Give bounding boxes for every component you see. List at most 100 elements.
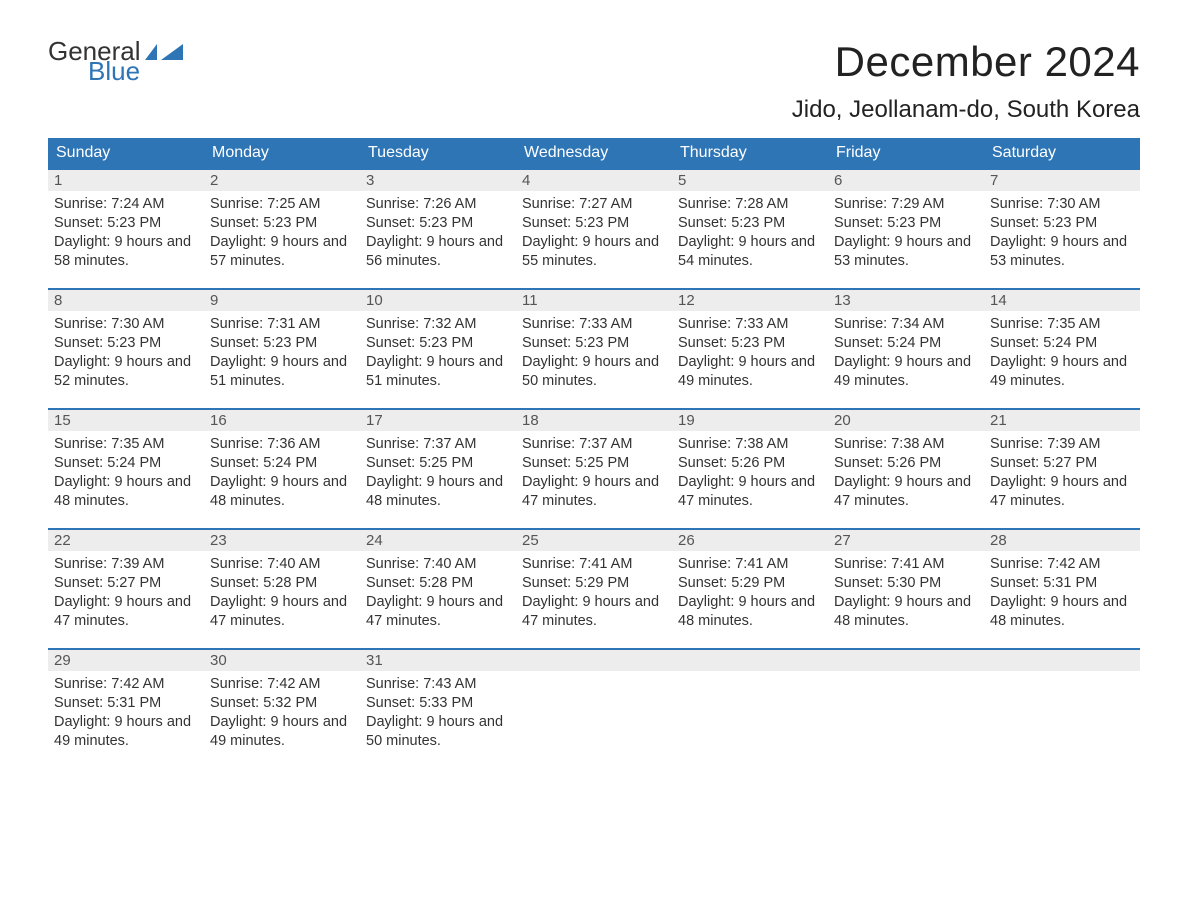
day-body: Sunrise: 7:30 AMSunset: 5:23 PMDaylight:… [984,191,1140,280]
day-body [828,671,984,685]
sunset-line: Sunset: 5:23 PM [834,214,978,233]
day-number: 24 [360,530,516,551]
day-body: Sunrise: 7:41 AMSunset: 5:29 PMDaylight:… [516,551,672,640]
day-number: 25 [516,530,672,551]
weekday-monday: Monday [204,138,360,168]
day-cell: 5Sunrise: 7:28 AMSunset: 5:23 PMDaylight… [672,170,828,288]
sunset-line: Sunset: 5:30 PM [834,574,978,593]
sunset-line: Sunset: 5:31 PM [54,694,198,713]
weekday-thursday: Thursday [672,138,828,168]
day-number: 29 [48,650,204,671]
day-body: Sunrise: 7:30 AMSunset: 5:23 PMDaylight:… [48,311,204,400]
day-number: 21 [984,410,1140,431]
sunset-line: Sunset: 5:26 PM [834,454,978,473]
sunset-line: Sunset: 5:23 PM [678,214,822,233]
sunset-line: Sunset: 5:25 PM [522,454,666,473]
sunrise-line: Sunrise: 7:37 AM [522,435,666,454]
day-number: 5 [672,170,828,191]
sunset-line: Sunset: 5:24 PM [210,454,354,473]
sunrise-line: Sunrise: 7:42 AM [990,555,1134,574]
daylight-line: Daylight: 9 hours and 58 minutes. [54,233,198,271]
weekday-tuesday: Tuesday [360,138,516,168]
week-row: 15Sunrise: 7:35 AMSunset: 5:24 PMDayligh… [48,408,1140,528]
sunset-line: Sunset: 5:24 PM [834,334,978,353]
day-body: Sunrise: 7:34 AMSunset: 5:24 PMDaylight:… [828,311,984,400]
sunset-line: Sunset: 5:26 PM [678,454,822,473]
day-number [672,650,828,671]
sunrise-line: Sunrise: 7:40 AM [210,555,354,574]
daylight-line: Daylight: 9 hours and 48 minutes. [678,593,822,631]
day-cell: 6Sunrise: 7:29 AMSunset: 5:23 PMDaylight… [828,170,984,288]
day-number: 3 [360,170,516,191]
daylight-line: Daylight: 9 hours and 48 minutes. [54,473,198,511]
day-number: 28 [984,530,1140,551]
daylight-line: Daylight: 9 hours and 48 minutes. [834,593,978,631]
sunrise-line: Sunrise: 7:39 AM [990,435,1134,454]
day-number: 18 [516,410,672,431]
day-cell: 27Sunrise: 7:41 AMSunset: 5:30 PMDayligh… [828,530,984,648]
daylight-line: Daylight: 9 hours and 51 minutes. [210,353,354,391]
sunset-line: Sunset: 5:31 PM [990,574,1134,593]
day-body: Sunrise: 7:31 AMSunset: 5:23 PMDaylight:… [204,311,360,400]
day-number: 20 [828,410,984,431]
day-body: Sunrise: 7:38 AMSunset: 5:26 PMDaylight:… [828,431,984,520]
sunset-line: Sunset: 5:27 PM [54,574,198,593]
sunset-line: Sunset: 5:29 PM [522,574,666,593]
day-number: 27 [828,530,984,551]
sunrise-line: Sunrise: 7:33 AM [678,315,822,334]
sunrise-line: Sunrise: 7:31 AM [210,315,354,334]
day-cell: 11Sunrise: 7:33 AMSunset: 5:23 PMDayligh… [516,290,672,408]
day-body: Sunrise: 7:33 AMSunset: 5:23 PMDaylight:… [516,311,672,400]
day-number: 4 [516,170,672,191]
daylight-line: Daylight: 9 hours and 48 minutes. [990,593,1134,631]
sunrise-line: Sunrise: 7:38 AM [678,435,822,454]
day-body: Sunrise: 7:40 AMSunset: 5:28 PMDaylight:… [360,551,516,640]
day-body: Sunrise: 7:33 AMSunset: 5:23 PMDaylight:… [672,311,828,400]
daylight-line: Daylight: 9 hours and 47 minutes. [990,473,1134,511]
day-cell: 30Sunrise: 7:42 AMSunset: 5:32 PMDayligh… [204,650,360,768]
day-cell: 28 Sunrise: 7:42 AMSunset: 5:31 PMDayligh… [984,530,1140,648]
sunrise-line: Sunrise: 7:34 AM [834,315,978,334]
sunset-line: Sunset: 5:23 PM [54,334,198,353]
daylight-line: Daylight: 9 hours and 47 minutes. [54,593,198,631]
day-body: Sunrise: 7:27 AMSunset: 5:23 PMDaylight:… [516,191,672,280]
sunset-line: Sunset: 5:24 PM [990,334,1134,353]
day-body: Sunrise: 7:43 AMSunset: 5:33 PMDaylight:… [360,671,516,760]
daylight-line: Daylight: 9 hours and 47 minutes. [210,593,354,631]
day-number: 10 [360,290,516,311]
daylight-line: Daylight: 9 hours and 50 minutes. [522,353,666,391]
day-number [516,650,672,671]
day-number: 19 [672,410,828,431]
day-cell [984,650,1140,768]
day-body: Sunrise: 7:29 AMSunset: 5:23 PMDaylight:… [828,191,984,280]
day-body: Sunrise: 7:25 AMSunset: 5:23 PMDaylight:… [204,191,360,280]
daylight-line: Daylight: 9 hours and 54 minutes. [678,233,822,271]
sunrise-line: Sunrise: 7:25 AM [210,195,354,214]
day-number: 15 [48,410,204,431]
daylight-line: Daylight: 9 hours and 51 minutes. [366,353,510,391]
day-number [828,650,984,671]
day-number: 23 [204,530,360,551]
day-number: 9 [204,290,360,311]
sunrise-line: Sunrise: 7:27 AM [522,195,666,214]
sunset-line: Sunset: 5:33 PM [366,694,510,713]
sunrise-line: Sunrise: 7:30 AM [990,195,1134,214]
sunset-line: Sunset: 5:23 PM [54,214,198,233]
daylight-line: Daylight: 9 hours and 47 minutes. [366,593,510,631]
sunset-line: Sunset: 5:23 PM [366,334,510,353]
daylight-line: Daylight: 9 hours and 53 minutes. [990,233,1134,271]
day-body: Sunrise: 7:40 AMSunset: 5:28 PMDaylight:… [204,551,360,640]
day-cell: 24Sunrise: 7:40 AMSunset: 5:28 PMDayligh… [360,530,516,648]
sunrise-line: Sunrise: 7:40 AM [366,555,510,574]
day-number [984,650,1140,671]
weekday-header-row: SundayMondayTuesdayWednesdayThursdayFrid… [48,138,1140,168]
day-cell: 7Sunrise: 7:30 AMSunset: 5:23 PMDaylight… [984,170,1140,288]
day-body [516,671,672,685]
day-cell [672,650,828,768]
day-body: Sunrise: 7:42 AMSunset: 5:31 PMDaylight:… [48,671,204,760]
day-number: 31 [360,650,516,671]
weekday-wednesday: Wednesday [516,138,672,168]
sunrise-line: Sunrise: 7:42 AM [210,675,354,694]
day-number: 26 [672,530,828,551]
day-body: Sunrise: 7:41 AMSunset: 5:30 PMDaylight:… [828,551,984,640]
